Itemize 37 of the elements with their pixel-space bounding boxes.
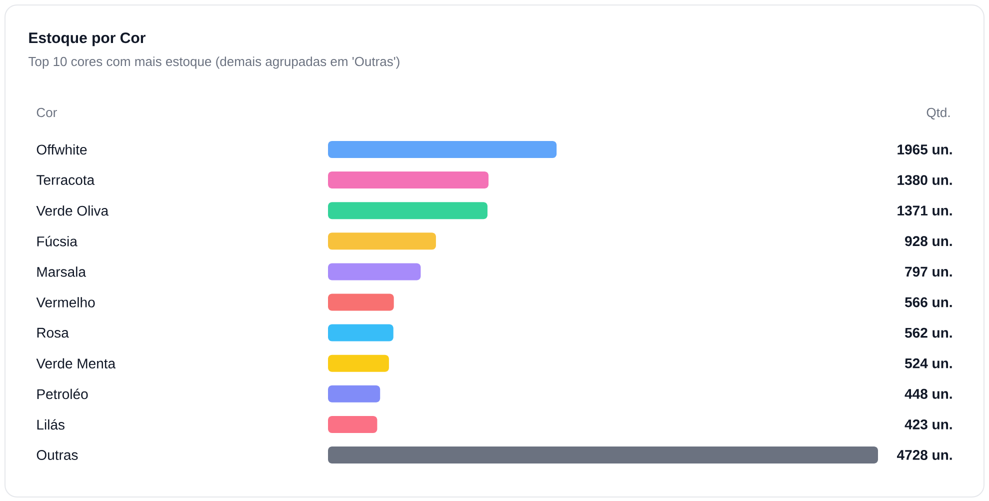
- bar: [328, 385, 380, 402]
- data-label: 562 un.: [904, 328, 952, 338]
- bar: [328, 354, 389, 372]
- data-label: 4728 un.: [896, 450, 952, 460]
- data-label: 423 un.: [904, 419, 952, 430]
- y-tick-label: Marsala: [37, 266, 86, 277]
- y-tick-label: Offwhite: [36, 144, 87, 155]
- data-label: 524 un.: [904, 358, 952, 368]
- data-label: 566 un.: [904, 297, 952, 308]
- bar: [328, 172, 489, 189]
- bar: [328, 232, 436, 250]
- bar: [328, 294, 394, 311]
- y-tick-label: Terracota: [36, 175, 95, 185]
- y-tick-label: Rosa: [37, 328, 69, 338]
- y-tick-label: Verde Oliva: [36, 205, 109, 216]
- data-label: 1380 un.: [898, 175, 952, 186]
- y-tick-label: Vermelho: [36, 297, 95, 308]
- bar: [328, 446, 878, 464]
- bar: [328, 141, 557, 158]
- y-tick-label: Outras: [36, 450, 78, 460]
- bar: [328, 263, 421, 280]
- bar: [328, 416, 378, 433]
- y-axis-title: Cor: [36, 108, 57, 118]
- data-label: 1965 un.: [898, 144, 952, 154]
- y-tick-label: Petroléo: [37, 388, 88, 400]
- y-tick-label: Lilás: [37, 419, 64, 430]
- text: Estoque por Cor: [29, 32, 146, 46]
- bar: [328, 324, 394, 342]
- y-tick-label: Fúcsia: [37, 236, 78, 246]
- data-label: 1371 un.: [898, 206, 952, 216]
- y-tick-label: Verde Menta: [36, 358, 116, 368]
- text: Top 10 cores com mais estoque (demais agrupadas em 'Outras'): [28, 56, 400, 69]
- data-label: 797 un.: [905, 266, 952, 277]
- data-label: 928 un.: [905, 236, 952, 246]
- bar: [328, 202, 488, 220]
- x-axis-title: Qtd.: [926, 108, 950, 120]
- data-label: 448 un.: [904, 388, 952, 399]
